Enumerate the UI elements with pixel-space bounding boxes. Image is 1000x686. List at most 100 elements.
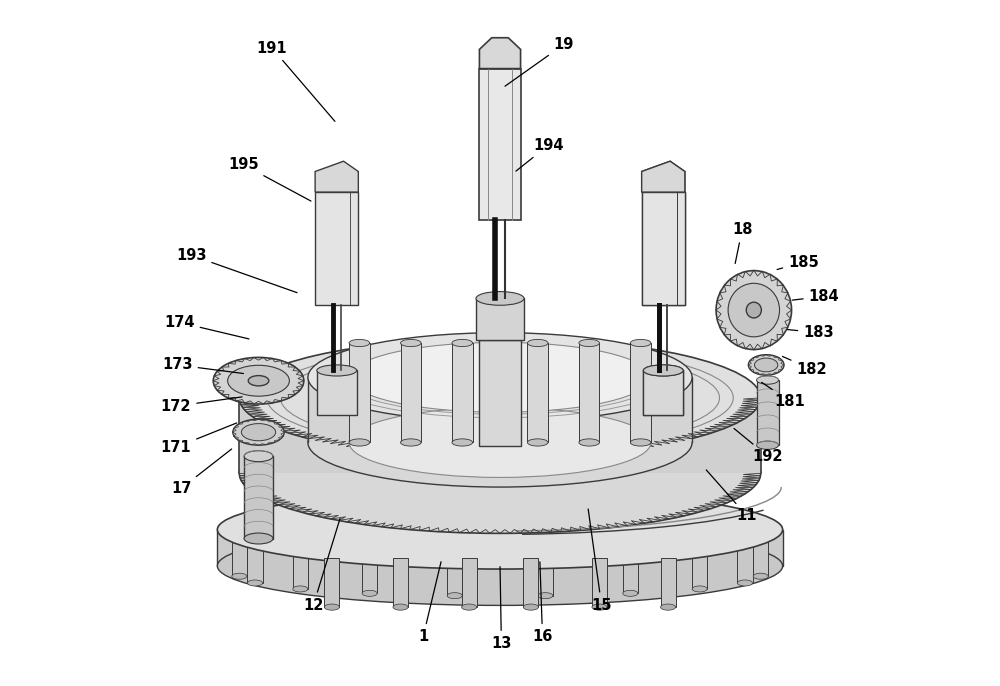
Ellipse shape xyxy=(244,451,273,462)
Text: 172: 172 xyxy=(161,397,242,414)
Ellipse shape xyxy=(592,604,607,611)
Polygon shape xyxy=(757,380,779,445)
Text: 15: 15 xyxy=(588,509,612,613)
Text: 13: 13 xyxy=(491,567,512,651)
Ellipse shape xyxy=(349,340,370,346)
Polygon shape xyxy=(642,161,685,192)
Ellipse shape xyxy=(324,604,339,611)
Ellipse shape xyxy=(217,490,783,569)
Ellipse shape xyxy=(293,586,308,592)
Bar xyxy=(479,340,521,446)
Text: 12: 12 xyxy=(303,519,340,613)
Ellipse shape xyxy=(233,419,284,445)
Bar xyxy=(643,370,683,415)
Text: 181: 181 xyxy=(762,382,805,409)
Bar xyxy=(661,558,676,607)
Text: 193: 193 xyxy=(176,248,297,293)
Ellipse shape xyxy=(523,604,538,611)
Ellipse shape xyxy=(755,358,778,372)
Bar xyxy=(476,298,524,340)
Bar xyxy=(642,192,685,305)
Ellipse shape xyxy=(728,283,780,337)
Ellipse shape xyxy=(393,604,408,611)
Bar xyxy=(293,542,308,589)
Bar xyxy=(452,343,473,442)
Polygon shape xyxy=(244,456,273,539)
Bar xyxy=(362,547,377,593)
Ellipse shape xyxy=(692,586,707,592)
Bar xyxy=(447,549,462,595)
Ellipse shape xyxy=(538,593,553,599)
Ellipse shape xyxy=(748,355,784,375)
Ellipse shape xyxy=(630,340,651,346)
Ellipse shape xyxy=(232,573,247,579)
Ellipse shape xyxy=(630,439,651,446)
Text: 171: 171 xyxy=(161,423,237,455)
Ellipse shape xyxy=(527,439,548,446)
Ellipse shape xyxy=(661,604,676,611)
Bar xyxy=(401,343,421,442)
Ellipse shape xyxy=(401,340,421,346)
Text: 194: 194 xyxy=(516,138,563,171)
Ellipse shape xyxy=(401,439,421,446)
Polygon shape xyxy=(479,38,521,69)
Polygon shape xyxy=(642,161,685,192)
Text: 173: 173 xyxy=(162,357,243,373)
Ellipse shape xyxy=(623,590,638,596)
Ellipse shape xyxy=(462,604,477,611)
Ellipse shape xyxy=(452,340,473,346)
Text: 19: 19 xyxy=(505,37,574,86)
Ellipse shape xyxy=(247,580,263,586)
Ellipse shape xyxy=(757,441,779,449)
Ellipse shape xyxy=(476,292,524,305)
Text: 174: 174 xyxy=(164,315,249,339)
Text: 182: 182 xyxy=(782,357,827,377)
Ellipse shape xyxy=(349,407,651,477)
Polygon shape xyxy=(315,161,358,192)
Text: 16: 16 xyxy=(532,562,553,644)
Text: 11: 11 xyxy=(706,470,757,523)
Text: 185: 185 xyxy=(777,255,819,270)
Text: 192: 192 xyxy=(734,429,783,464)
Ellipse shape xyxy=(217,527,783,606)
Text: 191: 191 xyxy=(257,40,335,121)
Bar xyxy=(753,530,768,576)
Bar xyxy=(630,343,651,442)
Ellipse shape xyxy=(527,340,548,346)
Ellipse shape xyxy=(228,365,289,397)
Ellipse shape xyxy=(452,439,473,446)
Bar xyxy=(247,536,263,583)
Text: 18: 18 xyxy=(732,222,752,263)
Ellipse shape xyxy=(308,398,692,487)
Bar xyxy=(527,343,548,442)
Bar xyxy=(462,558,477,607)
Text: 184: 184 xyxy=(792,289,839,304)
Ellipse shape xyxy=(349,342,651,412)
Ellipse shape xyxy=(716,270,792,349)
Ellipse shape xyxy=(579,340,599,346)
Ellipse shape xyxy=(362,590,377,596)
Text: 17: 17 xyxy=(171,449,232,496)
Text: 195: 195 xyxy=(228,157,311,201)
Ellipse shape xyxy=(757,376,779,384)
Bar xyxy=(579,343,599,442)
Polygon shape xyxy=(308,377,692,442)
Bar xyxy=(692,542,707,589)
Text: 1: 1 xyxy=(418,562,441,644)
Polygon shape xyxy=(217,530,783,566)
Ellipse shape xyxy=(643,365,683,376)
Ellipse shape xyxy=(447,593,462,599)
Bar xyxy=(349,343,370,442)
Ellipse shape xyxy=(317,365,357,376)
Text: 183: 183 xyxy=(787,325,834,340)
Ellipse shape xyxy=(239,413,761,534)
Bar xyxy=(538,549,553,595)
Bar xyxy=(232,530,247,576)
Ellipse shape xyxy=(308,333,692,422)
Bar xyxy=(317,370,357,415)
Ellipse shape xyxy=(579,439,599,446)
Ellipse shape xyxy=(244,533,273,544)
Bar xyxy=(737,536,753,583)
Ellipse shape xyxy=(248,376,269,386)
Ellipse shape xyxy=(746,302,761,318)
